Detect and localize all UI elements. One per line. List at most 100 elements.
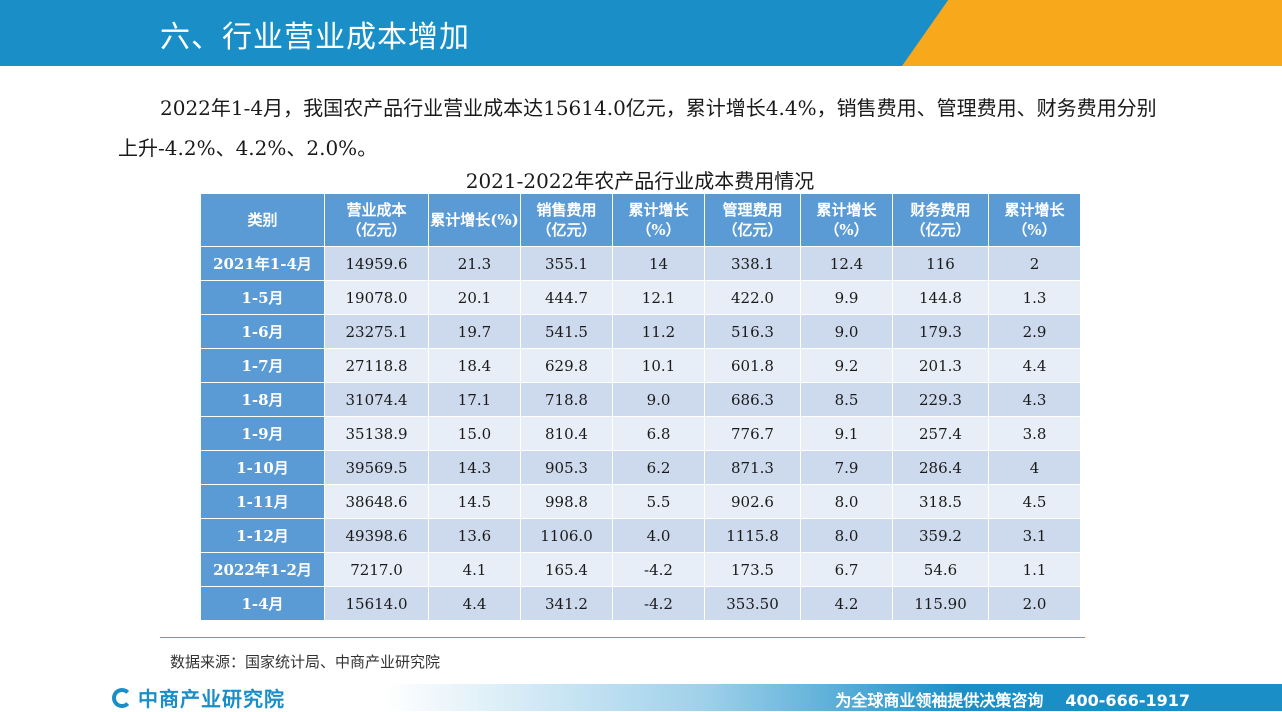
table-cell: 19078.0: [324, 280, 429, 315]
table-row: 1-6月 23275.1 19.7 541.5 11.2 516.3 9.0 179.3 2.9: [200, 314, 1081, 349]
column-header-line: 累计增长: [1004, 201, 1065, 219]
table-cell: 629.8: [520, 348, 613, 383]
table-cell: 318.5: [892, 484, 989, 519]
table-cell: 1.3: [988, 280, 1081, 315]
row-label: 1-10月: [200, 450, 325, 485]
column-header-line: 累计增长: [628, 201, 689, 219]
column-header-line: 营业成本: [346, 201, 407, 219]
table-cell: 144.8: [892, 280, 989, 315]
table-cell: 444.7: [520, 280, 613, 315]
column-header-line: （%）: [636, 221, 681, 239]
table-cell: 4: [988, 450, 1081, 485]
column-header: 管理费用 （亿元）: [704, 193, 801, 247]
footer-logo: 中商产业研究院: [112, 686, 285, 711]
cost-table: 类别 营业成本 （亿元） 累计增长(%) 销售费用 （亿元） 累计增长 （%） 管理费用 （亿元）…: [200, 193, 1081, 621]
table-cell: 9.1: [800, 416, 893, 451]
column-header-line: （亿元）: [910, 221, 971, 239]
table-cell: 116: [892, 246, 989, 281]
table-cell: 19.7: [428, 314, 521, 349]
column-header-line: 累计增长: [816, 201, 877, 219]
table-cell: 23275.1: [324, 314, 429, 349]
table-cell: 18.4: [428, 348, 521, 383]
table-cell: 8.5: [800, 382, 893, 417]
table-cell: 10.1: [612, 348, 705, 383]
table-cell: 2.0: [988, 586, 1081, 621]
table-cell: 38648.6: [324, 484, 429, 519]
table-cell: 998.8: [520, 484, 613, 519]
table-cell: 4.2: [800, 586, 893, 621]
table-cell: 3.8: [988, 416, 1081, 451]
table-cell: 9.9: [800, 280, 893, 315]
table-cell: 21.3: [428, 246, 521, 281]
table-cell: 8.0: [800, 484, 893, 519]
column-header: 财务费用 （亿元）: [892, 193, 989, 247]
table-row: 1-10月 39569.5 14.3 905.3 6.2 871.3 7.9 286.4 4: [200, 450, 1081, 485]
table-row: 1-7月 27118.8 18.4 629.8 10.1 601.8 9.2 201.3 4.4: [200, 348, 1081, 383]
row-label: 1-4月: [200, 586, 325, 621]
column-header: 类别: [200, 193, 325, 247]
column-header: 销售费用 （亿元）: [520, 193, 613, 247]
table-row: 1-4月 15614.0 4.4 341.2 -4.2 353.50 4.2 115.90 2.…: [200, 586, 1081, 621]
table-cell: 1115.8: [704, 518, 801, 553]
source-divider: [160, 637, 1085, 638]
row-label: 1-9月: [200, 416, 325, 451]
table-cell: 355.1: [520, 246, 613, 281]
table-cell: 516.3: [704, 314, 801, 349]
column-header: 营业成本 （亿元）: [324, 193, 429, 247]
table-cell: 15614.0: [324, 586, 429, 621]
column-header: 累计增长(%): [428, 193, 521, 247]
table-cell: 54.6: [892, 552, 989, 587]
table-cell: 14.5: [428, 484, 521, 519]
table-cell: 4.3: [988, 382, 1081, 417]
table-cell: 541.5: [520, 314, 613, 349]
table-cell: 2: [988, 246, 1081, 281]
table-row: 1-9月 35138.9 15.0 810.4 6.8 776.7 9.1 257.4 3.8: [200, 416, 1081, 451]
table-row: 1-12月 49398.6 13.6 1106.0 4.0 1115.8 8.0 359.2 3…: [200, 518, 1081, 553]
table-cell: 6.2: [612, 450, 705, 485]
table-cell: 179.3: [892, 314, 989, 349]
table-cell: 359.2: [892, 518, 989, 553]
table-row: 1-8月 31074.4 17.1 718.8 9.0 686.3 8.5 229.3 4.3: [200, 382, 1081, 417]
table-cell: 4.5: [988, 484, 1081, 519]
table-cell: 12.1: [612, 280, 705, 315]
logo-text: 中商产业研究院: [138, 687, 285, 711]
table-cell: 810.4: [520, 416, 613, 451]
table-cell: 20.1: [428, 280, 521, 315]
table-cell: 12.4: [800, 246, 893, 281]
table-cell: 6.7: [800, 552, 893, 587]
column-header-line: （亿元）: [722, 221, 783, 239]
table-cell: 8.0: [800, 518, 893, 553]
table-cell: 35138.9: [324, 416, 429, 451]
table-cell: 422.0: [704, 280, 801, 315]
table-cell: 31074.4: [324, 382, 429, 417]
source-note: 数据来源：国家统计局、中商产业研究院: [170, 653, 441, 671]
table-cell: 229.3: [892, 382, 989, 417]
column-header-line: （%）: [1012, 221, 1057, 239]
table-cell: 4.4: [988, 348, 1081, 383]
table-cell: 718.8: [520, 382, 613, 417]
column-header-line: （亿元）: [346, 221, 407, 239]
table-cell: 686.3: [704, 382, 801, 417]
table-header-row: 类别 营业成本 （亿元） 累计增长(%) 销售费用 （亿元） 累计增长 （%） 管理费用 （亿元）…: [200, 193, 1081, 247]
row-label: 1-6月: [200, 314, 325, 349]
column-header-line: 类别: [247, 211, 278, 229]
table-cell: 9.0: [612, 382, 705, 417]
row-label: 1-11月: [200, 484, 325, 519]
table-cell: 9.0: [800, 314, 893, 349]
table-cell: 9.2: [800, 348, 893, 383]
column-header: 累计增长 （%）: [800, 193, 893, 247]
row-label: 1-5月: [200, 280, 325, 315]
table-cell: 5.5: [612, 484, 705, 519]
table-cell: 115.90: [892, 586, 989, 621]
slogan-text: 为全球商业领袖提供决策咨询: [835, 691, 1044, 710]
table-cell: 49398.6: [324, 518, 429, 553]
table-cell: 4.4: [428, 586, 521, 621]
table-row: 2021年1-4月 14959.6 21.3 355.1 14 338.1 12.4 116 2: [200, 246, 1081, 281]
footer-bar: 中商产业研究院 为全球商业领袖提供决策咨询 400-666-1917: [0, 684, 1282, 711]
table-cell: 6.8: [612, 416, 705, 451]
table-cell: 286.4: [892, 450, 989, 485]
logo-mark-icon: [112, 687, 132, 708]
table-cell: 2.9: [988, 314, 1081, 349]
table-title: 2021-2022年农产品行业成本费用情况: [465, 169, 815, 193]
phone-number: 400-666-1917: [1065, 691, 1190, 710]
